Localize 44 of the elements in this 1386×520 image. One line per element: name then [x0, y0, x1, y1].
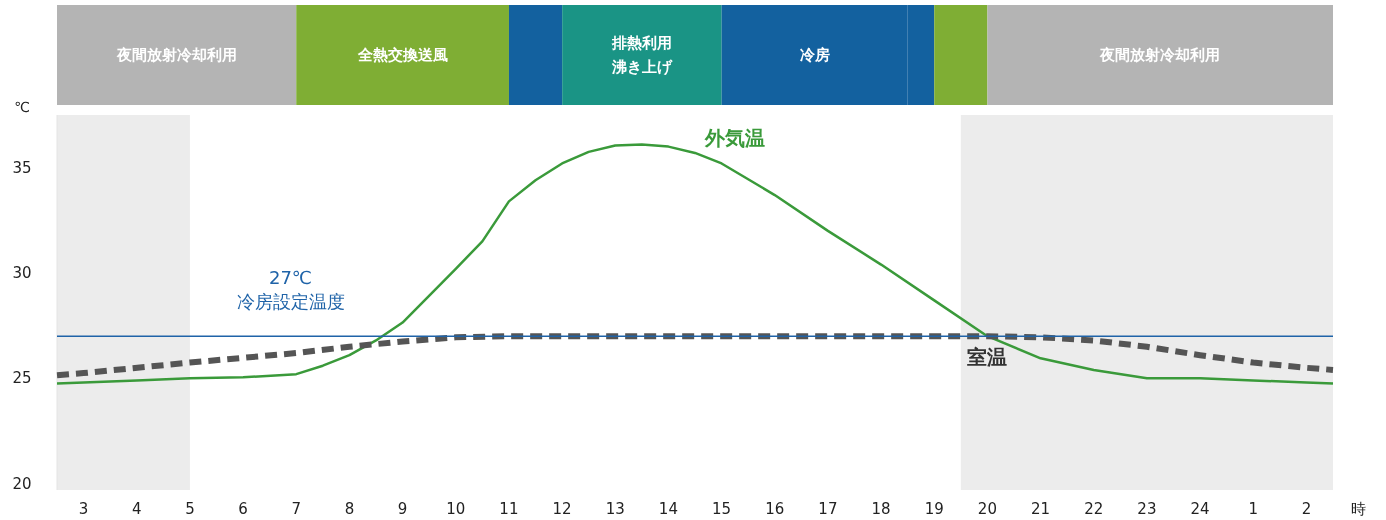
bar — [296, 5, 509, 105]
x-axis-title: 時 — [1350, 500, 1366, 518]
y-tick-label: 35 — [12, 158, 32, 177]
series-label: 夜間放射冷却利用 — [1099, 46, 1221, 64]
x-tick-label: 16 — [765, 500, 785, 518]
x-tick-label: 3 — [78, 500, 89, 518]
x-tick-label: 2 — [1301, 500, 1312, 518]
x-tick-label: 4 — [131, 500, 142, 518]
x-tick-label: 9 — [397, 500, 408, 518]
x-tick-label: 6 — [238, 500, 248, 518]
x-tick-label: 24 — [1190, 500, 1210, 518]
x-tick-label: 17 — [818, 500, 838, 518]
series-label: 夜間放射冷却利用 — [115, 46, 237, 64]
bar — [562, 5, 722, 105]
x-tick-label: 7 — [291, 500, 302, 518]
x-tick-label: 15 — [712, 500, 732, 518]
ref-line-label: 27℃ 冷房設定温度 — [236, 267, 345, 313]
bar — [934, 5, 988, 105]
series-label: 全熱交換送風 — [356, 46, 448, 64]
y-tick-label: 25 — [12, 369, 32, 388]
x-tick-label: 11 — [499, 500, 519, 518]
x-tick-label: 10 — [446, 500, 466, 518]
x-tick-label: 23 — [1137, 500, 1157, 518]
series-label: 外気温 — [704, 125, 765, 150]
bar — [57, 5, 297, 105]
x-tick-label: 21 — [1031, 500, 1051, 518]
series-label: 排熱利用沸き上げ — [610, 34, 673, 76]
x-tick-label: 5 — [185, 500, 195, 518]
x-tick-label: 1 — [1248, 500, 1259, 518]
series-label: 冷房 — [799, 46, 830, 64]
series-label: 室温 — [967, 345, 1008, 370]
x-tick-label: 20 — [977, 500, 997, 518]
x-tick-label: 22 — [1084, 500, 1104, 518]
x-tick-label: 14 — [658, 500, 678, 518]
y-tick-label: 20 — [12, 474, 32, 493]
x-tick-label: 12 — [552, 500, 572, 518]
y-tick-label: 30 — [12, 264, 32, 283]
bar — [987, 5, 1333, 105]
x-tick-label: 8 — [344, 500, 355, 518]
x-tick-label: 18 — [871, 500, 891, 518]
bar — [508, 5, 563, 105]
x-tick-label: 19 — [924, 500, 944, 518]
y-axis-title: ℃ — [14, 99, 30, 115]
x-tick-label: 13 — [605, 500, 625, 518]
